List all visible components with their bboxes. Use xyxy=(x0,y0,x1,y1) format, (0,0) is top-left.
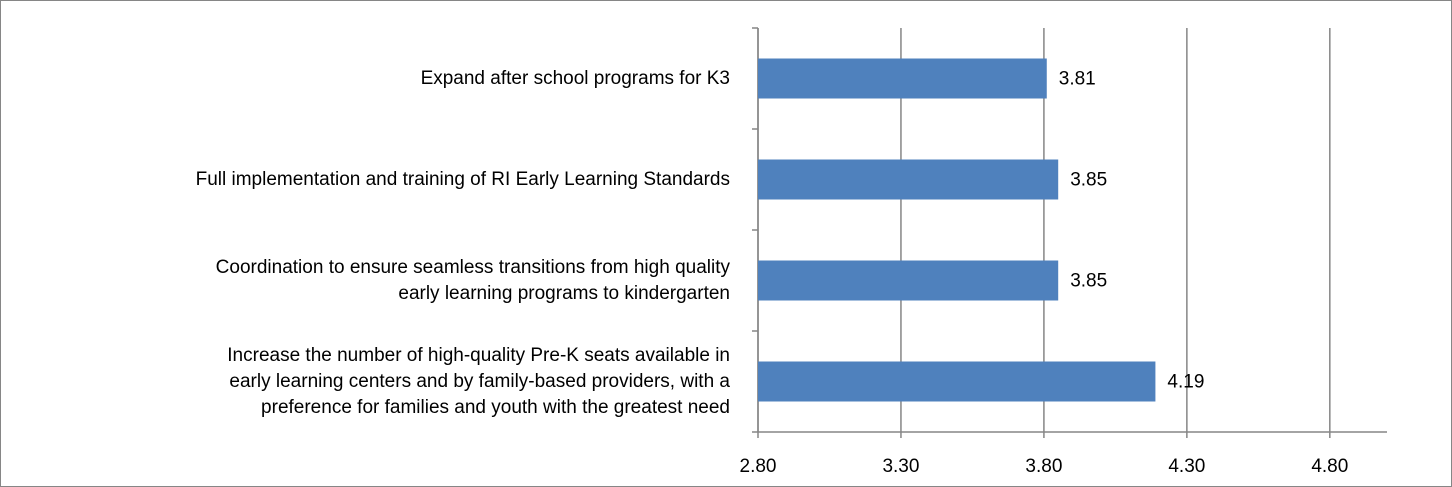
x-tick-label: 2.80 xyxy=(740,456,777,477)
bar xyxy=(758,159,1059,200)
x-tick-label: 3.80 xyxy=(1025,456,1062,477)
data-label: 4.19 xyxy=(1167,372,1204,393)
x-tick-label: 4.80 xyxy=(1311,456,1348,477)
y-tick-label: Coordination to ensure seamless transiti… xyxy=(215,256,730,304)
y-tick-label: Full implementation and training of RI E… xyxy=(195,168,730,190)
data-label: 3.85 xyxy=(1070,170,1107,191)
x-tick-label: 4.30 xyxy=(1168,456,1205,477)
y-tick-label: Increase the number of high-quality Pre-… xyxy=(227,344,730,418)
bar xyxy=(758,361,1156,402)
data-label: 3.81 xyxy=(1059,69,1096,90)
bar xyxy=(758,58,1047,99)
y-tick-label: Expand after school programs for K3 xyxy=(420,67,730,89)
x-tick-label: 3.30 xyxy=(882,456,919,477)
data-label: 3.85 xyxy=(1070,271,1107,292)
bar xyxy=(758,260,1059,301)
